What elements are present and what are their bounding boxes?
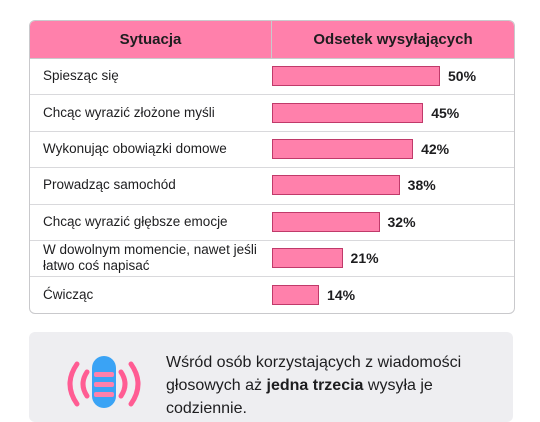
row-label: W dowolnym momencie, nawet jeśli łatwo c… <box>43 242 257 274</box>
row-label: Chcąc wyrazić głębsze emocje <box>43 213 228 229</box>
header-divider <box>271 21 272 58</box>
bar-value-label: 50% <box>448 68 477 85</box>
right-wave-outer-icon <box>128 361 141 407</box>
mic-stripe-icon <box>94 372 114 377</box>
info-card: Wśród osób korzystających z wiadomości g… <box>29 332 513 422</box>
left-wave-inner-icon <box>80 369 90 399</box>
row-divider <box>30 276 514 278</box>
bar-value-label: 45% <box>431 104 460 121</box>
bar <box>272 139 414 159</box>
voice-message-table: Sytuacja Odsetek wysyłających „głosówki”… <box>29 20 515 314</box>
bar <box>272 284 320 305</box>
bar <box>272 211 380 232</box>
bar-value-label: 14% <box>327 286 356 303</box>
row-divider <box>30 203 514 205</box>
microphone-icon <box>67 356 141 408</box>
bar-value-label: 21% <box>350 250 379 267</box>
row-label: Wykonując obowiązki domowe <box>43 141 227 156</box>
row-divider <box>30 167 514 169</box>
bar <box>272 175 400 196</box>
table-header: Sytuacja Odsetek wysyłających „głosówki” <box>30 21 514 85</box>
row-label: Spiesząc się <box>43 68 119 84</box>
bar <box>272 102 424 123</box>
row-divider <box>30 94 514 96</box>
info-text: Wśród osób korzystających z wiadomości g… <box>166 351 486 420</box>
bar-value-label: 32% <box>387 213 416 230</box>
row-label: Chcąc wyrazić złożone myśli <box>43 104 215 120</box>
bar <box>272 66 440 87</box>
mic-stripe-icon <box>94 382 114 387</box>
right-wave-inner-icon <box>118 369 128 399</box>
row-label: Prowadząc samochód <box>43 177 176 193</box>
bar-value-label: 42% <box>421 141 450 157</box>
bar-value-label: 38% <box>407 177 436 194</box>
info-text-bold: jedna trzecia <box>266 377 364 394</box>
row-divider <box>30 130 514 132</box>
row-divider <box>30 240 514 241</box>
bar <box>272 248 343 269</box>
header-share: Odsetek wysyłających „głosówki” <box>313 31 473 85</box>
info-text-before: Wśród osób korzystających z wiadomości g… <box>166 354 462 394</box>
row-label: Ćwicząc <box>43 286 94 302</box>
header-situation: Sytuacja <box>119 31 182 48</box>
mic-stripe-icon <box>94 392 114 397</box>
left-wave-outer-icon <box>67 361 80 407</box>
